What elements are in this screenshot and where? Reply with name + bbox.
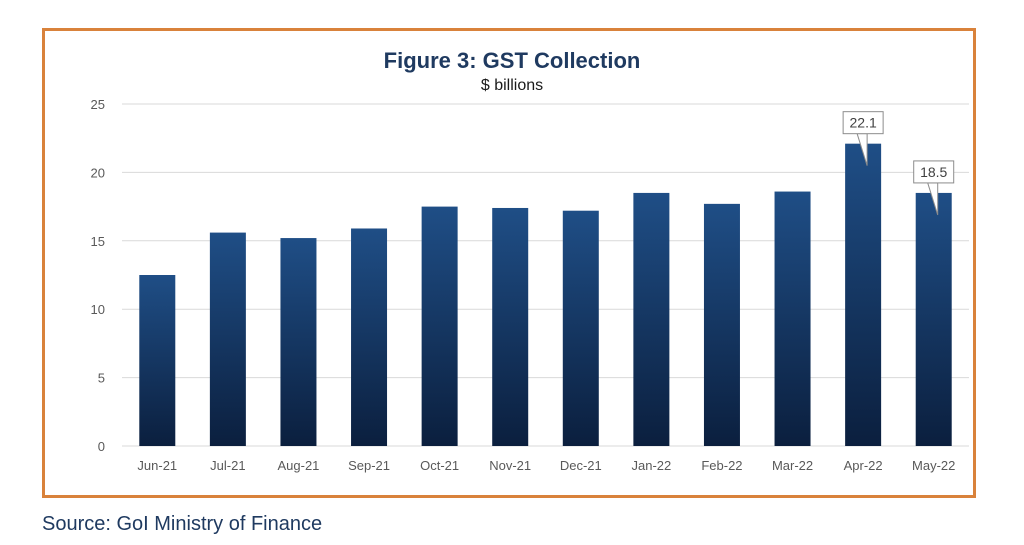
x-tick-label: Nov-21	[489, 458, 531, 473]
data-label: 22.1	[850, 115, 877, 131]
bar-jun-21	[139, 275, 176, 446]
x-tick-label: Apr-22	[844, 458, 883, 473]
x-tick-label: Dec-21	[560, 458, 602, 473]
x-tick-label: Jan-22	[632, 458, 672, 473]
x-tick-label: May-22	[912, 458, 955, 473]
y-tick-label: 0	[98, 439, 105, 454]
gst-bar-chart: Figure 3: GST Collection $ billions 0 5 10…	[91, 48, 969, 473]
y-tick-label: 5	[98, 371, 105, 386]
bar-jul-21	[209, 232, 246, 446]
y-axis-ticks: 0 5 10 15 20 25	[91, 97, 105, 454]
data-label: 18.5	[920, 164, 947, 180]
bar-sep-21	[351, 228, 388, 446]
chart-title: Figure 3: GST Collection	[384, 48, 641, 73]
chart-frame: Figure 3: GST Collection $ billions 0 5 10…	[42, 28, 976, 498]
x-tick-label: Mar-22	[772, 458, 813, 473]
bar-feb-22	[703, 203, 740, 446]
x-tick-label: Jul-21	[210, 458, 245, 473]
y-tick-label: 25	[91, 97, 105, 112]
y-tick-label: 20	[91, 165, 105, 180]
x-tick-label: Jun-21	[137, 458, 177, 473]
callout-box	[913, 160, 955, 184]
y-tick-label: 15	[91, 234, 105, 249]
callout-may-22: 18.5	[913, 160, 955, 216]
x-tick-label: Aug-21	[277, 458, 319, 473]
x-tick-label: Sep-21	[348, 458, 390, 473]
bar-jan-22	[633, 192, 670, 446]
bar-dec-21	[562, 210, 599, 446]
y-tick-label: 10	[91, 302, 105, 317]
bar-apr-22	[845, 143, 882, 446]
x-tick-label: Oct-21	[420, 458, 459, 473]
x-tick-label: Feb-22	[701, 458, 742, 473]
callout-apr-22: 22.1	[842, 111, 884, 166]
callout-box	[842, 111, 884, 135]
data-labels: 22.1 18.5	[842, 111, 955, 216]
bar-mar-22	[774, 191, 811, 446]
bars	[139, 143, 952, 446]
x-axis-ticks: Jun-21 Jul-21 Aug-21 Sep-21 Oct-21 Nov-21 Dec-…	[137, 458, 955, 473]
chart-subtitle: $ billions	[481, 77, 543, 94]
bar-oct-21	[421, 206, 458, 446]
bar-aug-21	[280, 238, 317, 446]
gridlines	[122, 103, 969, 447]
bar-nov-21	[492, 207, 529, 446]
source-note: Source: GoI Ministry of Finance	[42, 513, 323, 535]
bar-may-22	[915, 192, 952, 446]
